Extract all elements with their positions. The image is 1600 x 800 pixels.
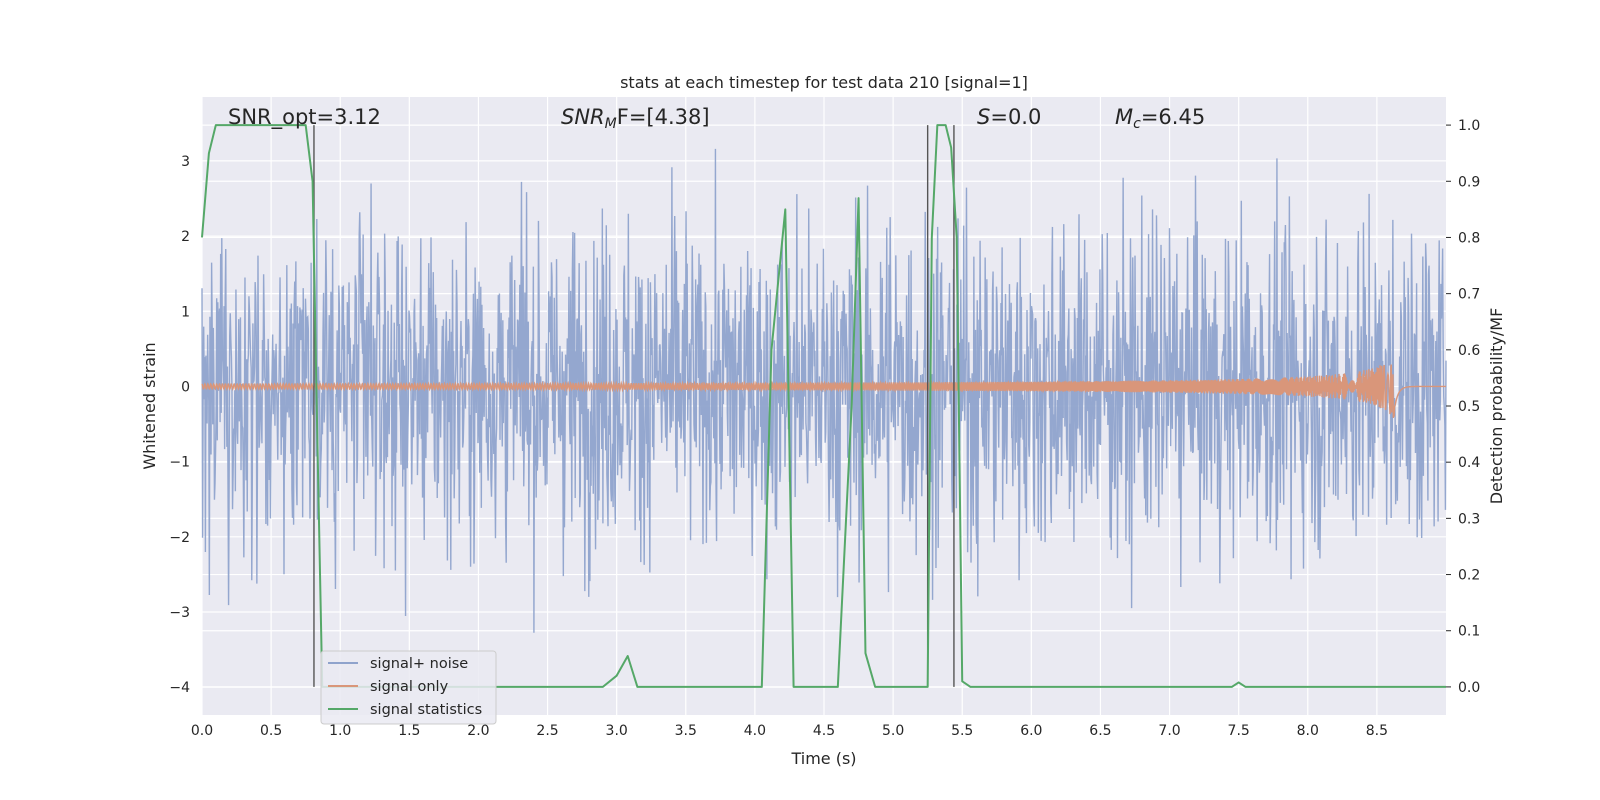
right-y-tick-labels: 1.0 0.9 0.8 0.7 0.6 0.5 0.4 0.3 0.2 0.1 0.0 [1446,118,1480,696]
x-tick-label: 4.0 [744,723,766,739]
left-y-axis-label: Whitened strain [140,342,159,469]
x-tick-label: 0.5 [260,723,282,739]
x-tick-label: 1.5 [398,723,420,739]
series-signal-statistics [201,124,1446,688]
left-y-tick-label: 2 [181,229,190,245]
annotation-snr-mf-rest: F=[4.38] [617,105,710,129]
annotation-snr-mf-base: SNR [561,105,605,129]
right-y-tick-label: 0.0 [1458,680,1480,696]
annotation-snr-opt: SNR_opt=3.12 [228,105,381,130]
right-y-axis-label: Detection probability/MF [1487,308,1506,505]
annotation-snr-mf: SNRMF=[4.38] [561,105,710,132]
annotation-mc-sub: c [1133,116,1141,132]
series-signal-plus-noise [201,148,1447,633]
x-tick-label: 8.0 [1297,723,1319,739]
right-y-tick-label: 0.2 [1458,568,1480,584]
right-y-tick-label: 0.6 [1458,343,1480,359]
x-tick-label: 3.0 [606,723,628,739]
x-tick-label: 0.0 [191,723,213,739]
signal-only-line [201,364,1446,418]
chart-title: stats at each timestep for test data 210… [620,73,1028,92]
right-y-tick-label: 0.5 [1458,399,1480,415]
x-tick-label: 8.5 [1366,723,1388,739]
x-tick-label: 5.0 [882,723,904,739]
left-y-tick-label: −2 [169,530,190,546]
x-tick-label: 1.0 [329,723,351,739]
right-y-tick-label: 0.9 [1458,174,1480,190]
x-tick-label: 2.5 [536,723,558,739]
legend: signal+ noise signal only signal statist… [320,650,497,725]
right-y-tick-label: 1.0 [1458,118,1480,134]
left-y-tick-label: −1 [169,455,190,471]
right-y-tick-label: 0.3 [1458,511,1480,527]
annotation-s-italic: S [977,105,990,129]
annotation-mc: Mc=6.45 [1115,105,1205,132]
left-y-tick-label: 0 [181,379,190,395]
annotation-snr-mf-sub: M [605,116,617,132]
left-y-tick-label: 1 [181,304,190,320]
right-y-tick-label: 0.8 [1458,230,1480,246]
legend-label-signal-plus-noise: signal+ noise [370,656,468,672]
left-y-tick-label: −4 [169,680,190,696]
left-y-tick-label: −3 [169,605,190,621]
x-tick-label: 6.0 [1020,723,1042,739]
x-axis-label: Time (s) [790,749,856,768]
annotation-mc-rest: =6.45 [1141,105,1205,129]
x-tick-label: 5.5 [951,723,973,739]
x-tick-label: 3.5 [675,723,697,739]
left-y-tick-label: 3 [181,154,190,170]
x-tick-labels: 0.0 0.5 1.0 1.5 2.0 2.5 3.0 3.5 4.0 4.5 5.0 5.5 6.0 6… [191,723,1388,739]
annotation-s: S=0.0 [977,105,1041,129]
annotation-mc-italic: M [1115,105,1133,129]
x-tick-label: 4.5 [813,723,835,739]
x-tick-label: 6.5 [1089,723,1111,739]
legend-box [320,650,497,725]
x-tick-label: 2.0 [467,723,489,739]
legend-label-signal-only: signal only [370,679,449,695]
x-tick-label: 7.0 [1158,723,1180,739]
legend-label-signal-statistics: signal statistics [370,702,482,718]
right-y-tick-label: 0.4 [1458,455,1480,471]
annotation-s-rest: =0.0 [990,105,1041,129]
left-y-tick-labels: 3 2 1 0 −1 −2 −3 −4 [169,154,190,696]
series-signal-only [201,364,1446,418]
right-y-tick-label: 0.7 [1458,287,1480,303]
right-y-tick-label: 0.1 [1458,624,1480,640]
signal-statistics-line [201,124,1446,688]
signal-plus-noise-line [201,148,1447,633]
x-tick-label: 7.5 [1228,723,1250,739]
